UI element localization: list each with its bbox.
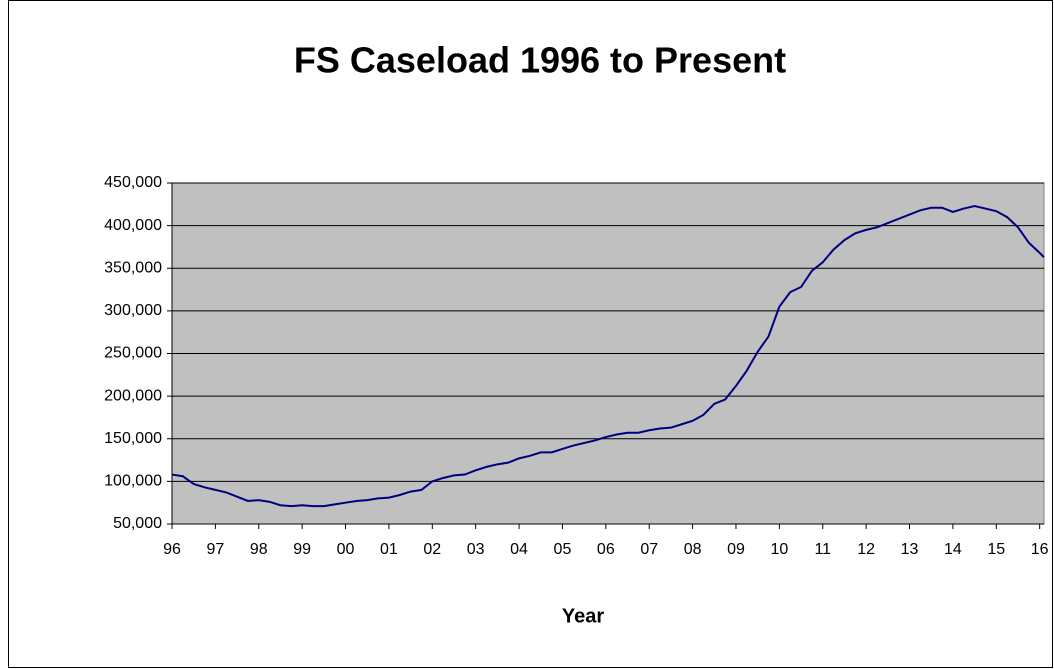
x-tick-label: 11	[814, 541, 831, 558]
y-tick-label: 300,000	[104, 302, 162, 319]
x-tick-label: 06	[597, 541, 615, 558]
x-tick-label: 04	[510, 541, 528, 558]
x-tick-label: 03	[467, 541, 485, 558]
x-tick-label: 10	[770, 541, 788, 558]
y-tick-label: 100,000	[104, 473, 162, 490]
y-tick-label: 50,000	[113, 515, 162, 532]
x-tick-label: 96	[163, 541, 181, 558]
x-tick-label: 13	[901, 541, 919, 558]
x-tick-label: 05	[554, 541, 572, 558]
x-tick-label: 01	[380, 541, 398, 558]
y-tick-label: 450,000	[104, 174, 162, 191]
x-tick-label: 08	[684, 541, 702, 558]
x-axis-label: Year	[562, 605, 604, 627]
y-tick-label: 350,000	[104, 259, 162, 276]
x-tick-label: 00	[337, 541, 355, 558]
x-tick-label: 07	[640, 541, 658, 558]
y-tick-label: 150,000	[104, 430, 162, 447]
x-tick-label: 12	[857, 541, 875, 558]
y-tick-label: 250,000	[104, 345, 162, 362]
x-tick-label: 15	[987, 541, 1005, 558]
data-line	[171, 204, 1045, 508]
y-tick-label: 200,000	[104, 387, 162, 404]
x-tick-label: 09	[727, 541, 745, 558]
x-tick-label: 14	[944, 541, 962, 558]
x-tick-label: 16	[1031, 541, 1049, 558]
x-tick-label: 02	[423, 541, 441, 558]
x-tick-label: 98	[250, 541, 268, 558]
chart-title: FS Caseload 1996 to Present	[294, 40, 786, 81]
x-tick-label: 97	[206, 541, 224, 558]
x-tick-label: 99	[293, 541, 311, 558]
y-tick-label: 400,000	[104, 217, 162, 234]
